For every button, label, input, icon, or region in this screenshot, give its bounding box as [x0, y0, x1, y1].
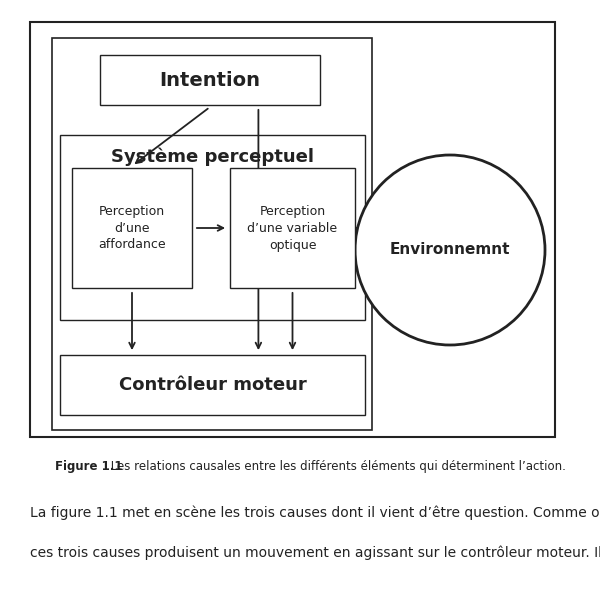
Text: Perception
d’une variable
optique: Perception d’une variable optique: [247, 205, 338, 252]
Ellipse shape: [355, 155, 545, 345]
Text: Intention: Intention: [160, 70, 260, 89]
Text: ces trois causes produisent un mouvement en agissant sur le contrôleur moteur. I: ces trois causes produisent un mouvement…: [30, 545, 600, 559]
Bar: [30, 22, 555, 437]
Text: Perception
d’une
affordance: Perception d’une affordance: [98, 205, 166, 252]
Bar: [60, 355, 365, 415]
Text: Les relations causales entre les différents éléments qui déterminent l’action.: Les relations causales entre les différe…: [107, 460, 566, 473]
Text: Système perceptuel: Système perceptuel: [111, 148, 314, 166]
Bar: [100, 55, 320, 105]
Text: La figure 1.1 met en scène les trois causes dont il vient d’être question. Comme: La figure 1.1 met en scène les trois cau…: [30, 505, 600, 519]
Text: Figure 1.1: Figure 1.1: [55, 460, 122, 473]
Bar: [60, 135, 365, 320]
Bar: [52, 38, 372, 430]
Text: Environnemnt: Environnemnt: [390, 243, 510, 258]
Bar: [72, 168, 192, 288]
Bar: [230, 168, 355, 288]
Text: Contrôleur moteur: Contrôleur moteur: [119, 376, 307, 394]
